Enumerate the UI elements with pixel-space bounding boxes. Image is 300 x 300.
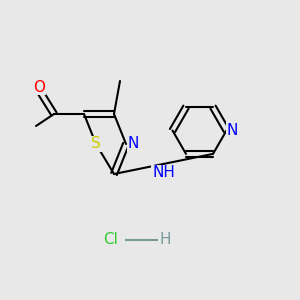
Text: H: H [159, 232, 171, 247]
Text: O: O [33, 80, 45, 94]
Text: N: N [227, 123, 238, 138]
Text: NH: NH [152, 165, 175, 180]
Text: S: S [91, 136, 101, 152]
Text: Cl: Cl [103, 232, 118, 247]
Text: N: N [128, 136, 139, 152]
